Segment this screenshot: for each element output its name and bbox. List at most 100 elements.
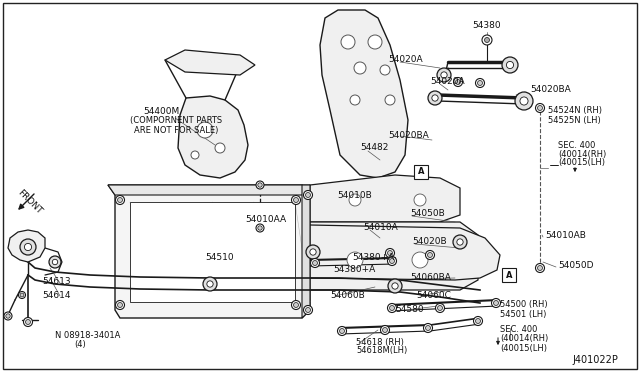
Circle shape [426,326,431,330]
Text: SEC. 400: SEC. 400 [500,326,538,334]
Text: (40014(RH): (40014(RH) [558,150,606,158]
Circle shape [118,198,122,202]
Circle shape [428,253,433,257]
Text: 54060C: 54060C [416,291,451,299]
Circle shape [493,301,499,305]
Circle shape [424,324,433,333]
Circle shape [538,266,543,270]
Circle shape [115,301,125,310]
Text: (40015(LH): (40015(LH) [558,158,605,167]
Polygon shape [178,96,248,178]
Circle shape [432,95,438,101]
Text: 54010B: 54010B [337,192,372,201]
Circle shape [387,257,397,266]
Circle shape [457,239,463,245]
Circle shape [538,106,543,110]
Text: (40014(RH): (40014(RH) [500,334,548,343]
Text: A: A [506,270,512,279]
Text: 54524N (RH): 54524N (RH) [548,106,602,115]
Circle shape [305,193,310,198]
Text: 54613: 54613 [42,278,70,286]
Circle shape [536,103,545,112]
Circle shape [294,302,298,308]
Text: 54020BA: 54020BA [530,86,571,94]
Text: A: A [418,167,424,176]
Circle shape [354,62,366,74]
Text: 54400M: 54400M [143,108,179,116]
Text: 54614: 54614 [42,291,70,299]
Text: (COMPORNENT PARTS: (COMPORNENT PARTS [130,116,222,125]
Circle shape [453,235,467,249]
Circle shape [291,196,301,205]
Circle shape [515,92,533,110]
Circle shape [412,252,428,268]
Circle shape [303,190,312,199]
Text: 54010A: 54010A [363,224,397,232]
Circle shape [476,318,481,324]
Text: 54618M(LH): 54618M(LH) [356,346,407,356]
Circle shape [303,305,312,314]
Circle shape [4,312,12,320]
Circle shape [438,305,442,311]
Polygon shape [320,10,408,178]
Circle shape [340,328,344,333]
Circle shape [383,327,387,333]
Polygon shape [130,202,295,302]
Circle shape [118,302,122,308]
Circle shape [258,183,262,187]
Circle shape [341,35,355,49]
Circle shape [380,65,390,75]
Circle shape [482,35,492,45]
Circle shape [520,97,528,105]
Circle shape [207,281,213,287]
Circle shape [426,250,435,260]
Text: 54060B: 54060B [330,291,365,299]
Text: 54050D: 54050D [558,260,593,269]
Circle shape [477,80,483,86]
Text: 54050B: 54050B [410,208,445,218]
Circle shape [388,279,402,293]
Circle shape [502,57,518,73]
Circle shape [191,151,199,159]
Circle shape [414,194,426,206]
Text: 54020B: 54020B [412,237,447,247]
Text: (40015(LH): (40015(LH) [500,343,547,353]
Text: 54380: 54380 [473,20,501,29]
Circle shape [306,245,320,259]
Text: 54525N (LH): 54525N (LH) [548,115,601,125]
Circle shape [492,298,500,308]
Text: J401022P: J401022P [572,355,618,365]
Polygon shape [310,225,500,280]
Text: 54482: 54482 [360,144,388,153]
Polygon shape [310,222,478,290]
Circle shape [435,304,445,312]
Circle shape [203,277,217,291]
Text: SEC. 400: SEC. 400 [558,141,595,150]
Circle shape [390,305,394,311]
Text: 54020A: 54020A [430,77,465,87]
Polygon shape [165,50,255,75]
Circle shape [337,327,346,336]
Circle shape [349,194,361,206]
Polygon shape [108,185,310,195]
Circle shape [215,143,225,153]
Circle shape [49,256,61,268]
Circle shape [474,317,483,326]
Text: 54500 (RH): 54500 (RH) [500,301,548,310]
Circle shape [19,292,26,298]
Text: 54580: 54580 [395,305,424,314]
Circle shape [428,91,442,105]
Circle shape [506,61,514,68]
Circle shape [26,320,31,324]
Circle shape [310,249,316,255]
Text: 54060BA: 54060BA [410,273,451,282]
Polygon shape [310,175,460,222]
Text: N 08918-3401A: N 08918-3401A [55,330,120,340]
Circle shape [115,196,125,205]
FancyBboxPatch shape [502,268,516,282]
Circle shape [390,259,394,263]
Circle shape [368,35,382,49]
Circle shape [381,326,390,334]
Polygon shape [108,185,310,318]
Circle shape [310,259,319,267]
